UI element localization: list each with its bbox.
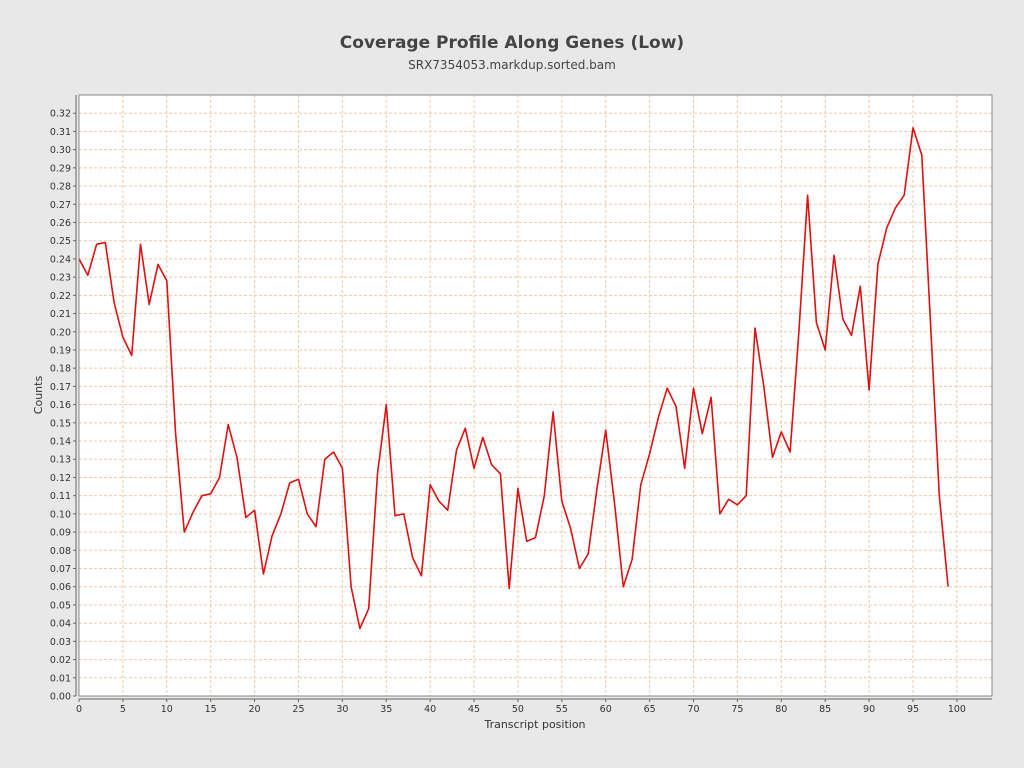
plot-frame (78, 94, 993, 697)
x-tick-label: 80 (775, 704, 787, 715)
y-tick-label: 0.28 (50, 182, 71, 193)
x-axis-ticks: 0 5 10 15 20 25 30 35 40 45 50 55 60 65 70 75 80 85 90 95 10… (76, 699, 966, 715)
y-tick-label: 0.08 (50, 546, 71, 557)
y-tick-label: 0.20 (50, 327, 71, 338)
x-tick-label: 55 (556, 704, 568, 715)
coverage-series-line (78, 127, 949, 630)
y-tick-label: 0.02 (50, 655, 71, 666)
y-tick-label: 0.01 (50, 673, 71, 684)
y-tick-label: 0.24 (50, 254, 71, 265)
y-tick-label: 0.26 (50, 218, 71, 229)
x-tick-label: 0 (76, 704, 82, 715)
y-tick-label: 0.14 (50, 437, 71, 448)
y-tick-label: 0.05 (50, 600, 71, 611)
y-tick-label: 0.21 (50, 309, 71, 320)
x-tick-label: 100 (948, 704, 966, 715)
y-tick-label: 0.12 (50, 473, 71, 484)
y-tick-label: 0.29 (50, 163, 71, 174)
x-tick-label: 95 (907, 704, 919, 715)
x-tick-label: 50 (512, 704, 524, 715)
y-tick-label: 0.11 (50, 491, 71, 502)
y-tick-label: 0.10 (50, 509, 71, 520)
x-tick-label: 35 (380, 704, 392, 715)
x-tick-label: 20 (249, 704, 261, 715)
y-tick-label: 0.17 (50, 382, 71, 393)
chart-title: Coverage Profile Along Genes (Low) (340, 33, 684, 53)
grid-lines (78, 95, 992, 697)
x-tick-label: 90 (863, 704, 875, 715)
x-tick-label: 5 (120, 704, 126, 715)
y-tick-label: 0.06 (50, 582, 71, 593)
x-tick-label: 30 (336, 704, 348, 715)
chart-subtitle: SRX7354053.markdup.sorted.bam (408, 58, 616, 72)
x-tick-label: 75 (731, 704, 743, 715)
x-axis-label: Transcript position (483, 718, 585, 731)
x-tick-label: 70 (687, 704, 699, 715)
x-tick-label: 10 (161, 704, 173, 715)
y-tick-label: 0.22 (50, 291, 71, 302)
y-tick-label: 0.18 (50, 364, 71, 375)
y-axis-label: Counts (32, 376, 45, 415)
y-tick-label: 0.25 (50, 236, 71, 247)
y-tick-label: 0.15 (50, 418, 71, 429)
y-tick-label: 0.04 (50, 619, 71, 630)
x-tick-label: 25 (292, 704, 304, 715)
x-tick-label: 60 (600, 704, 612, 715)
axes (75, 95, 992, 700)
x-tick-label: 85 (819, 704, 831, 715)
y-tick-label: 0.19 (50, 345, 71, 356)
y-tick-label: 0.07 (50, 564, 71, 575)
x-tick-label: 65 (644, 704, 656, 715)
y-tick-label: 0.23 (50, 273, 71, 284)
x-tick-label: 15 (205, 704, 217, 715)
y-tick-label: 0.27 (50, 200, 71, 211)
y-tick-label: 0.03 (50, 637, 71, 648)
x-tick-label: 45 (468, 704, 480, 715)
y-axis-ticks: 0.00 0.01 0.02 0.03 0.04 0.05 0.06 0.07 0.08 0.09… (50, 109, 76, 703)
plot-area (79, 95, 992, 696)
y-tick-label: 0.09 (50, 528, 71, 539)
y-tick-label: 0.16 (50, 400, 71, 411)
y-tick-label: 0.00 (50, 692, 71, 703)
x-tick-label: 40 (424, 704, 436, 715)
series-group (78, 127, 949, 630)
y-tick-label: 0.13 (50, 455, 71, 466)
y-tick-label: 0.30 (50, 145, 71, 156)
y-tick-label: 0.32 (50, 109, 71, 120)
y-tick-label: 0.31 (50, 127, 71, 138)
